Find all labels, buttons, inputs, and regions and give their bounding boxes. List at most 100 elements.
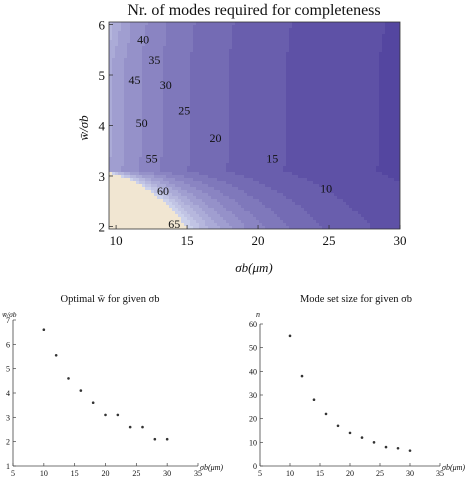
contour-cell xyxy=(154,58,158,62)
contour-cell xyxy=(244,136,248,140)
contour-cell xyxy=(199,58,203,62)
contour-cell xyxy=(241,106,245,110)
contour-cell xyxy=(256,205,260,209)
contour-cell xyxy=(169,79,173,83)
contour-cell xyxy=(280,166,284,170)
contour-cell xyxy=(244,133,248,137)
contour-cell xyxy=(241,88,245,92)
contour-cell xyxy=(139,88,143,92)
contour-cell xyxy=(139,109,143,113)
contour-cell xyxy=(190,73,194,77)
contour-cell xyxy=(190,64,194,68)
contour-cell xyxy=(244,190,248,194)
contour-cell xyxy=(256,52,260,56)
contour-cell xyxy=(319,139,323,143)
contour-cell xyxy=(298,73,302,77)
contour-cell xyxy=(214,88,218,92)
contour-cell xyxy=(172,85,176,89)
contour-cell xyxy=(184,202,188,206)
contour-cell xyxy=(223,184,227,188)
contour-cell xyxy=(292,184,296,188)
contour-cell xyxy=(319,82,323,86)
contour-cell xyxy=(286,25,290,29)
contour-cell xyxy=(142,46,146,50)
contour-cell xyxy=(148,124,152,128)
contour-cell xyxy=(268,130,272,134)
contour-cell xyxy=(307,121,311,125)
contour-cell xyxy=(316,127,320,131)
contour-cell xyxy=(235,226,239,229)
contour-cell xyxy=(232,43,236,47)
contour-cell xyxy=(226,124,230,128)
contour-cell xyxy=(187,202,191,206)
contour-cell xyxy=(145,76,149,80)
contour-cell xyxy=(322,145,326,149)
contour-cell xyxy=(223,88,227,92)
contour-cell xyxy=(268,157,272,161)
contour-cell xyxy=(142,73,146,77)
contour-cell xyxy=(211,124,215,128)
contour-cell xyxy=(151,82,155,86)
contour-cell xyxy=(181,163,185,167)
contour-cell xyxy=(154,226,158,229)
contour-cell xyxy=(259,43,263,47)
contour-cell xyxy=(232,178,236,182)
contour-cell xyxy=(259,163,263,167)
contour-cell xyxy=(151,214,155,218)
contour-cell xyxy=(112,202,116,206)
contour-cell xyxy=(157,37,161,41)
contour-cell xyxy=(301,127,305,131)
contour-cell xyxy=(193,31,197,35)
contour-cell xyxy=(208,214,212,218)
contour-cell xyxy=(157,157,161,161)
contour-cell xyxy=(124,211,128,215)
contour-cell xyxy=(118,73,122,77)
contour-cell xyxy=(241,25,245,29)
contour-cell xyxy=(244,58,248,62)
contour-cell xyxy=(310,148,314,152)
contour-cell xyxy=(151,91,155,95)
contour-cell xyxy=(316,187,320,191)
contour-cell xyxy=(133,43,137,47)
contour-cell xyxy=(217,166,221,170)
contour-cell xyxy=(229,103,233,107)
contour-cell xyxy=(274,181,278,185)
contour-cell xyxy=(229,157,233,161)
contour-cell xyxy=(148,175,152,179)
contour-cell xyxy=(190,151,194,155)
contour-cell xyxy=(115,73,119,77)
contour-cell xyxy=(151,76,155,80)
contour-cell xyxy=(313,25,317,29)
contour-cell xyxy=(160,187,164,191)
contour-cell xyxy=(289,103,293,107)
contour-cell xyxy=(226,58,230,62)
contour-cell xyxy=(250,169,254,173)
contour-cell xyxy=(298,172,302,176)
contour-cell xyxy=(223,91,227,95)
contour-cell xyxy=(322,163,326,167)
contour-cell xyxy=(265,223,269,227)
contour-cell xyxy=(136,220,140,224)
contour-cell xyxy=(151,37,155,41)
contour-cell xyxy=(196,130,200,134)
contour-cell xyxy=(208,88,212,92)
contour-cell xyxy=(280,76,284,80)
contour-cell xyxy=(148,205,152,209)
contour-cell xyxy=(211,103,215,107)
contour-cell xyxy=(121,214,125,218)
contour-cell xyxy=(205,133,209,137)
contour-cell xyxy=(271,202,275,206)
contour-cell xyxy=(304,160,308,164)
contour-cell xyxy=(115,214,119,218)
contour-cell xyxy=(160,163,164,167)
contour-cell xyxy=(298,103,302,107)
contour-cell xyxy=(136,70,140,74)
contour-cell xyxy=(190,76,194,80)
contour-cell xyxy=(316,31,320,35)
contour-cell xyxy=(118,31,122,35)
contour-cell xyxy=(271,172,275,176)
contour-cell xyxy=(286,22,290,26)
contour-cell xyxy=(250,151,254,155)
contour-cell xyxy=(214,187,218,191)
contour-cell xyxy=(181,76,185,80)
